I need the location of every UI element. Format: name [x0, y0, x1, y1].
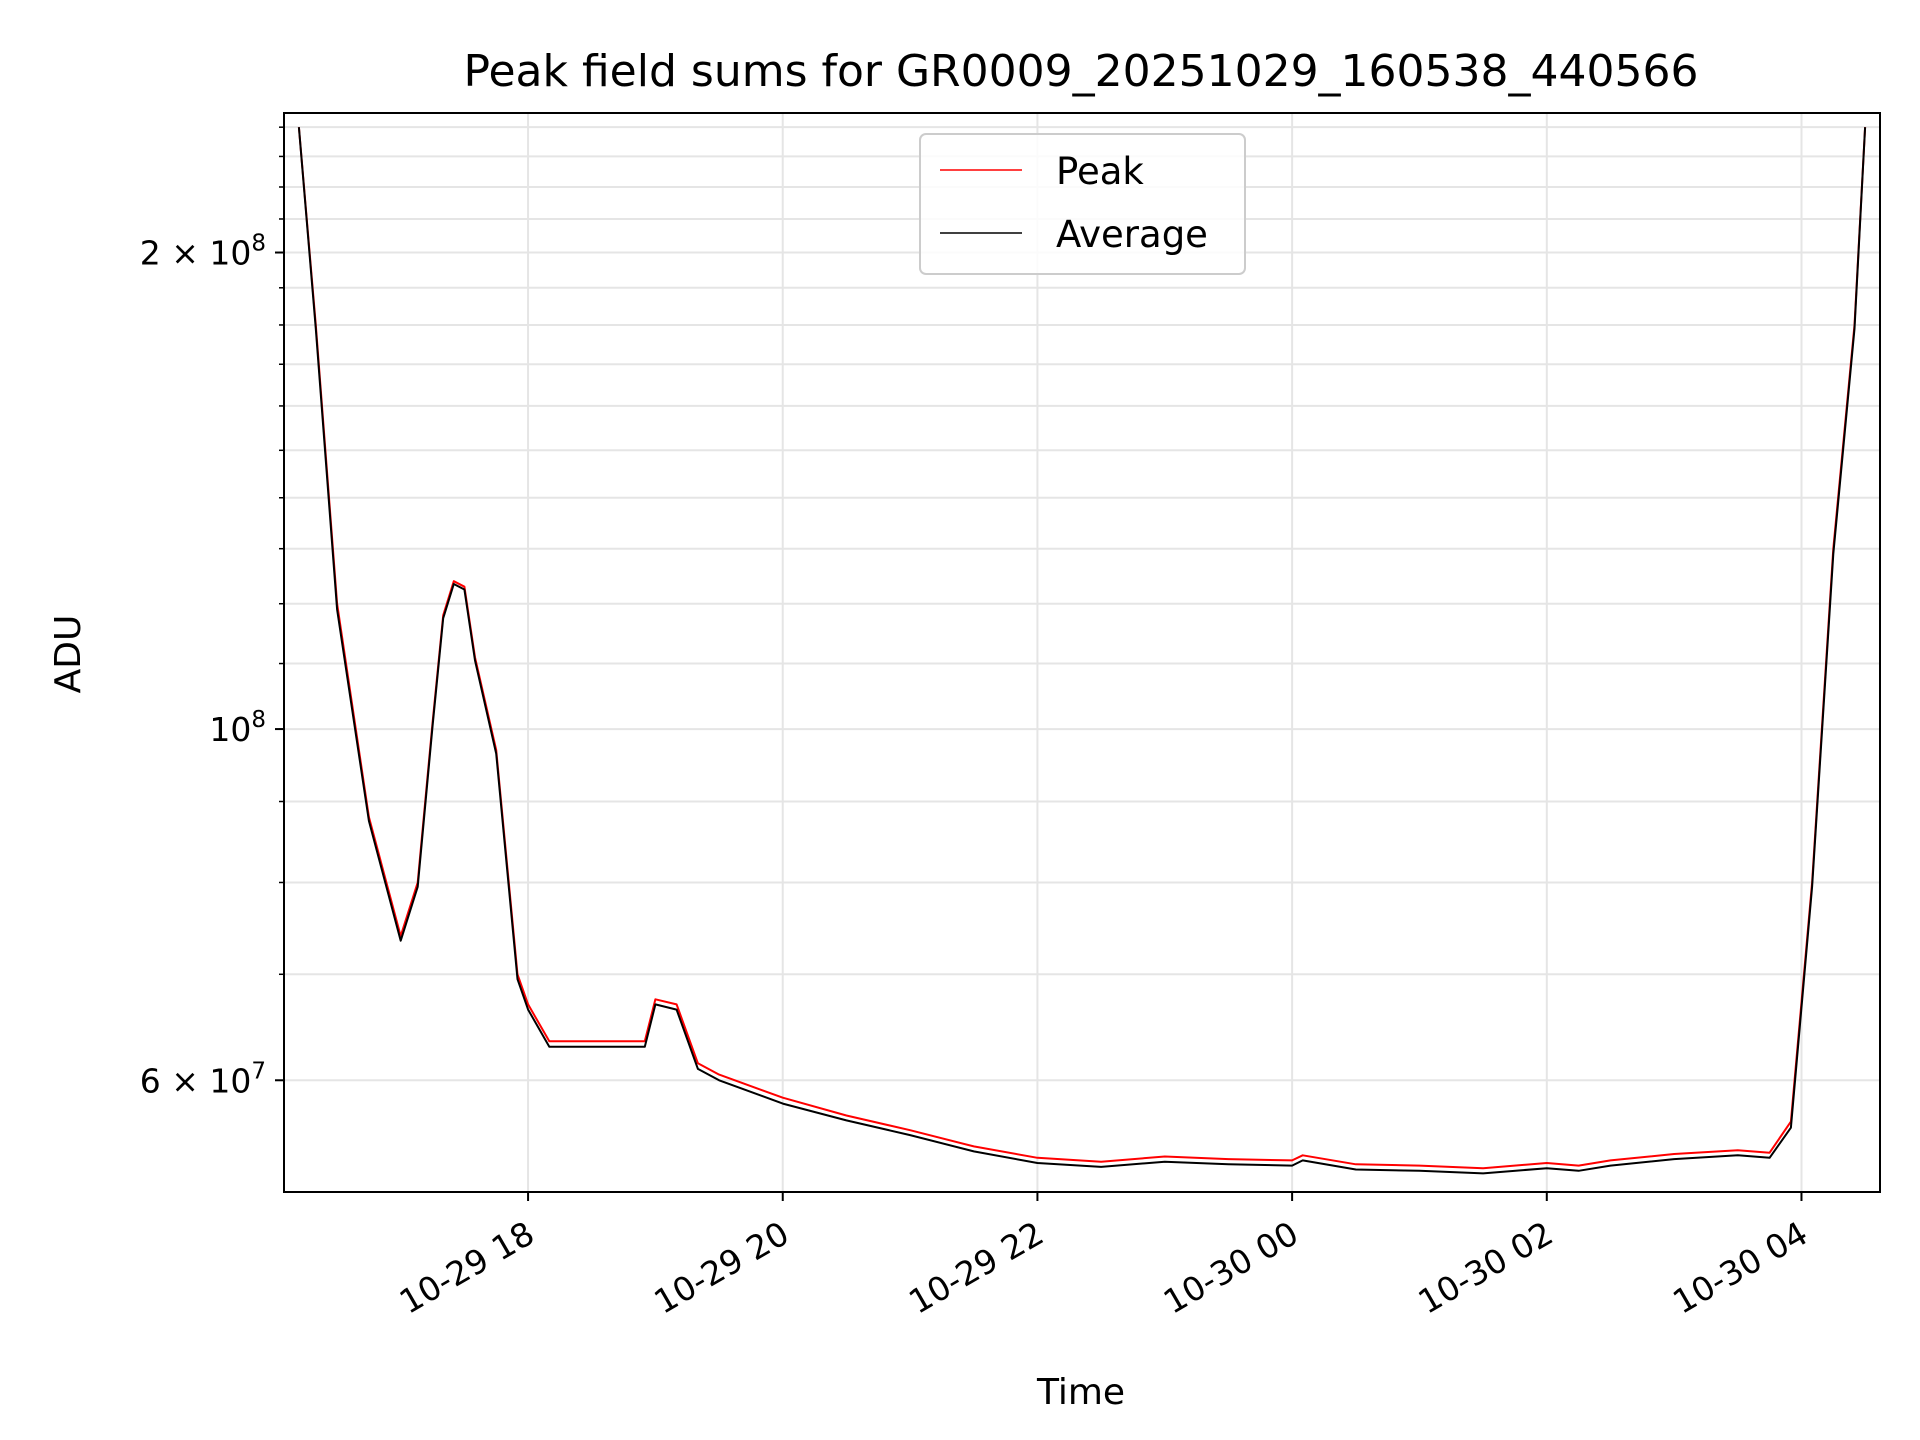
y-tick-label: 6 × 107	[140, 1058, 266, 1100]
chart-title: Peak field sums for GR0009_20251029_1605…	[464, 46, 1699, 97]
legend: Peak Average	[919, 133, 1246, 275]
series-layer	[297, 127, 1867, 1175]
y-tick-label: 2 × 108	[140, 231, 266, 273]
y-tick-label: 108	[209, 707, 266, 749]
y-axis-label: ADU	[48, 615, 89, 694]
series-line-average	[297, 127, 1867, 1175]
legend-average-label: Average	[1056, 213, 1208, 256]
legend-peak-label: Peak	[1056, 150, 1144, 193]
legend-box	[919, 133, 1246, 275]
x-axis-label: Time	[1036, 1372, 1125, 1413]
plot-frame	[283, 112, 1881, 1193]
y-axis: 6 × 107 108 2 × 108	[140, 126, 284, 1100]
